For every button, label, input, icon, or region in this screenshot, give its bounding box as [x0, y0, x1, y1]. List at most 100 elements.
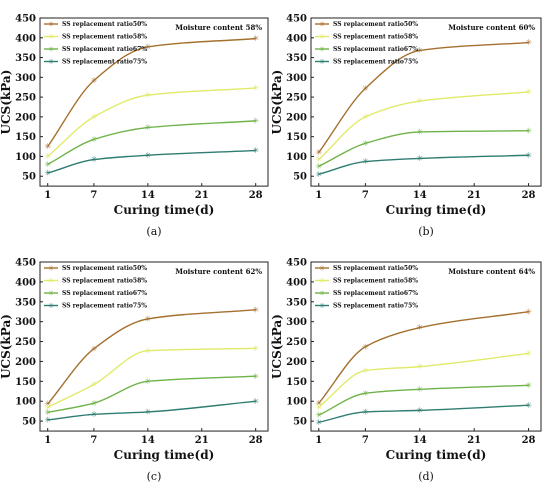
- data-point: ✳: [362, 366, 369, 375]
- legend-swatch-marker: ✳: [48, 277, 54, 285]
- y-tick-label: 300: [15, 73, 36, 84]
- data-point: ✳: [44, 160, 51, 169]
- legend-entry: SS replacement ratio75%: [62, 303, 147, 310]
- data-point: ✳: [144, 91, 151, 100]
- legend-entry: SS replacement ratio67%: [62, 46, 147, 53]
- y-axis-label: UCS(kPa): [270, 70, 284, 135]
- chart-panel-3: 50 100 150 200 250 300 350 400 450 1 7 14 21 28 Curing…: [0, 258, 269, 483]
- data-point: ✳: [315, 418, 322, 427]
- y-tick-label: 50: [22, 172, 36, 183]
- y-tick-label: 400: [15, 33, 36, 44]
- data-point: ✳: [144, 346, 151, 355]
- series-line-1: [47, 309, 256, 405]
- data-point: ✳: [525, 151, 532, 160]
- x-tick-label: 7: [90, 190, 97, 201]
- series-line-1: [318, 41, 529, 153]
- data-point: ✳: [362, 342, 369, 351]
- moisture-annotation: Moisture content 60%: [448, 23, 535, 32]
- data-point: ✳: [362, 84, 369, 93]
- y-tick-label: 450: [15, 14, 36, 25]
- y-tick-label: 200: [286, 112, 307, 123]
- x-tick-label: 1: [315, 435, 322, 446]
- data-point: ✳: [362, 408, 369, 417]
- y-tick-label: 150: [286, 132, 307, 143]
- panel-label: (b): [418, 225, 434, 238]
- y-tick-label: 300: [15, 317, 36, 328]
- x-tick-label: 21: [195, 190, 209, 201]
- data-point: ✳: [416, 97, 423, 106]
- data-point: ✳: [91, 380, 98, 389]
- y-tick-label: 150: [15, 132, 36, 143]
- y-tick-label: 250: [15, 93, 36, 104]
- legend-swatch-marker: ✳: [319, 21, 325, 29]
- panel-label: (d): [418, 470, 434, 483]
- legend-entry: SS replacement ratio58%: [62, 278, 147, 285]
- data-point: ✳: [91, 155, 98, 164]
- series-line-4: [318, 154, 529, 175]
- y-tick-label: 350: [286, 53, 307, 64]
- legend-swatch-marker: ✳: [319, 302, 325, 310]
- y-axis-label: UCS(kPa): [270, 314, 284, 379]
- y-tick-label: 350: [15, 53, 36, 64]
- plot-frame: [310, 261, 542, 432]
- data-point: ✳: [44, 403, 51, 412]
- series-line-2: [47, 347, 256, 408]
- data-point: ✳: [144, 123, 151, 132]
- x-tick-label: 14: [141, 190, 155, 201]
- legend-swatch-marker: ✳: [48, 58, 54, 66]
- y-tick-label: 100: [15, 397, 36, 408]
- y-tick-label: 250: [286, 337, 307, 348]
- series-line-3: [318, 384, 529, 416]
- data-point: ✳: [144, 42, 151, 51]
- chart-panel-2: 50 100 150 200 250 300 350 400 450 1 7 14 21 28 Curing…: [270, 14, 542, 238]
- plot-frame: [310, 17, 542, 187]
- data-point: ✳: [315, 403, 322, 412]
- series-line-2: [318, 91, 529, 161]
- legend-entry: SS replacement ratio75%: [333, 59, 418, 66]
- data-point: ✳: [315, 399, 322, 408]
- data-point: ✳: [44, 400, 51, 409]
- data-point: ✳: [416, 385, 423, 394]
- series-line-3: [47, 120, 256, 165]
- data-point: ✳: [252, 372, 259, 381]
- y-tick-label: 150: [286, 377, 307, 388]
- x-tick-label: 28: [522, 190, 536, 201]
- legend-entry: SS replacement ratio58%: [333, 34, 418, 41]
- legend-entry: SS replacement ratio58%: [333, 278, 418, 285]
- series-line-2: [318, 352, 529, 408]
- data-point: ✳: [252, 397, 259, 406]
- y-tick-label: 200: [15, 112, 36, 123]
- x-tick-label: 1: [44, 190, 51, 201]
- legend-entry: SS replacement ratio67%: [333, 46, 418, 53]
- legend-swatch-marker: ✳: [319, 46, 325, 54]
- data-point: ✳: [362, 112, 369, 121]
- y-tick-label: 50: [293, 172, 307, 183]
- y-tick-label: 350: [286, 297, 307, 308]
- data-point: ✳: [44, 169, 51, 178]
- y-axis-label: UCS(kPa): [0, 70, 13, 135]
- chart-panel-4: 50 100 150 200 250 300 350 400 450 1 7 14 21 28 Curing…: [270, 258, 542, 483]
- plot-frame: [39, 261, 269, 432]
- x-tick-label: 28: [249, 435, 263, 446]
- panel-label: (c): [147, 470, 162, 483]
- legend-entry: SS replacement ratio50%: [62, 21, 147, 28]
- legend-swatch-marker: ✳: [319, 58, 325, 66]
- y-tick-label: 300: [286, 73, 307, 84]
- data-point: ✳: [362, 157, 369, 166]
- series-line-3: [47, 375, 256, 414]
- data-point: ✳: [416, 323, 423, 332]
- x-tick-label: 14: [413, 435, 427, 446]
- y-tick-label: 450: [286, 14, 307, 25]
- legend-entry: SS replacement ratio58%: [62, 34, 147, 41]
- data-point: ✳: [252, 34, 259, 43]
- moisture-annotation: Moisture content 58%: [175, 23, 262, 32]
- y-tick-label: 350: [15, 297, 36, 308]
- data-point: ✳: [252, 305, 259, 314]
- y-tick-label: 200: [15, 357, 36, 368]
- y-tick-label: 50: [22, 417, 36, 428]
- legend-swatch-marker: ✳: [48, 290, 54, 298]
- legend-entry: SS replacement ratio50%: [62, 265, 147, 272]
- x-tick-label: 1: [44, 435, 51, 446]
- data-point: ✳: [44, 142, 51, 151]
